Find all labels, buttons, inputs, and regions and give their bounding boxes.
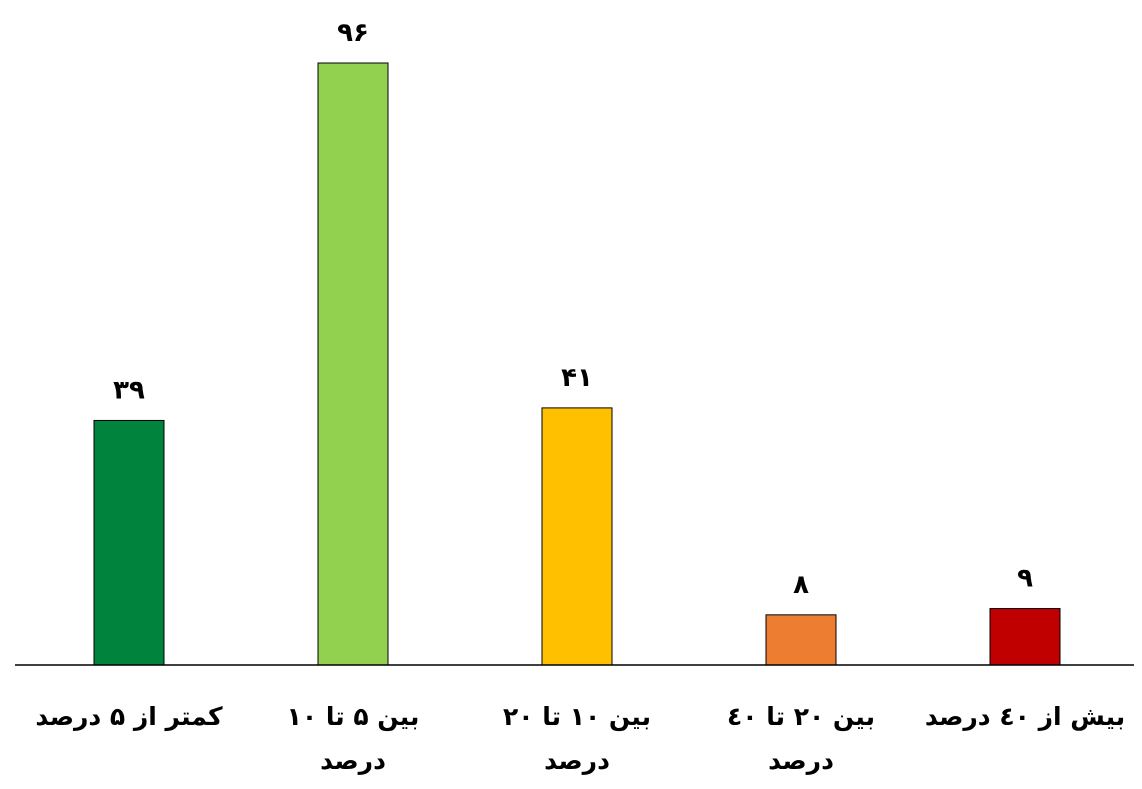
- value-label-0: ۳۹: [113, 375, 145, 405]
- value-label-4: ۹: [1017, 564, 1033, 594]
- bar-0: [93, 419, 165, 666]
- bar-3: [765, 614, 837, 666]
- category-label-4-line-0: بیش از ٤۰ درصد: [925, 702, 1125, 731]
- category-label-2-line-1: درصد: [544, 746, 610, 775]
- category-label-3-line-0: بین ۲۰ تا ٤۰: [727, 702, 875, 732]
- category-label-2-line-0: بین ۱۰ تا ۲۰: [503, 702, 651, 732]
- value-label-3: ۸: [793, 570, 809, 600]
- value-labels-layer: ۳۹ ۹۶ ۴۱ ۸ ۹: [113, 18, 1033, 600]
- category-label-3-line-1: درصد: [768, 746, 834, 775]
- bars-layer: [93, 62, 1061, 666]
- bar-4: [989, 608, 1061, 666]
- category-labels-layer: کمتر از ۵ درصد بین ۵ تا ۱۰ درصد بین ۱۰ تا ۲…: [35, 702, 1125, 775]
- category-label-1-line-0: بین ۵ تا ۱۰: [287, 702, 420, 732]
- value-label-1: ۹۶: [337, 18, 369, 48]
- category-label-1-line-1: درصد: [320, 746, 386, 775]
- value-label-2: ۴۱: [561, 363, 593, 393]
- category-label-0-line-0: کمتر از ۵ درصد: [35, 702, 223, 732]
- bar-1: [317, 62, 389, 666]
- bar-2: [541, 407, 613, 666]
